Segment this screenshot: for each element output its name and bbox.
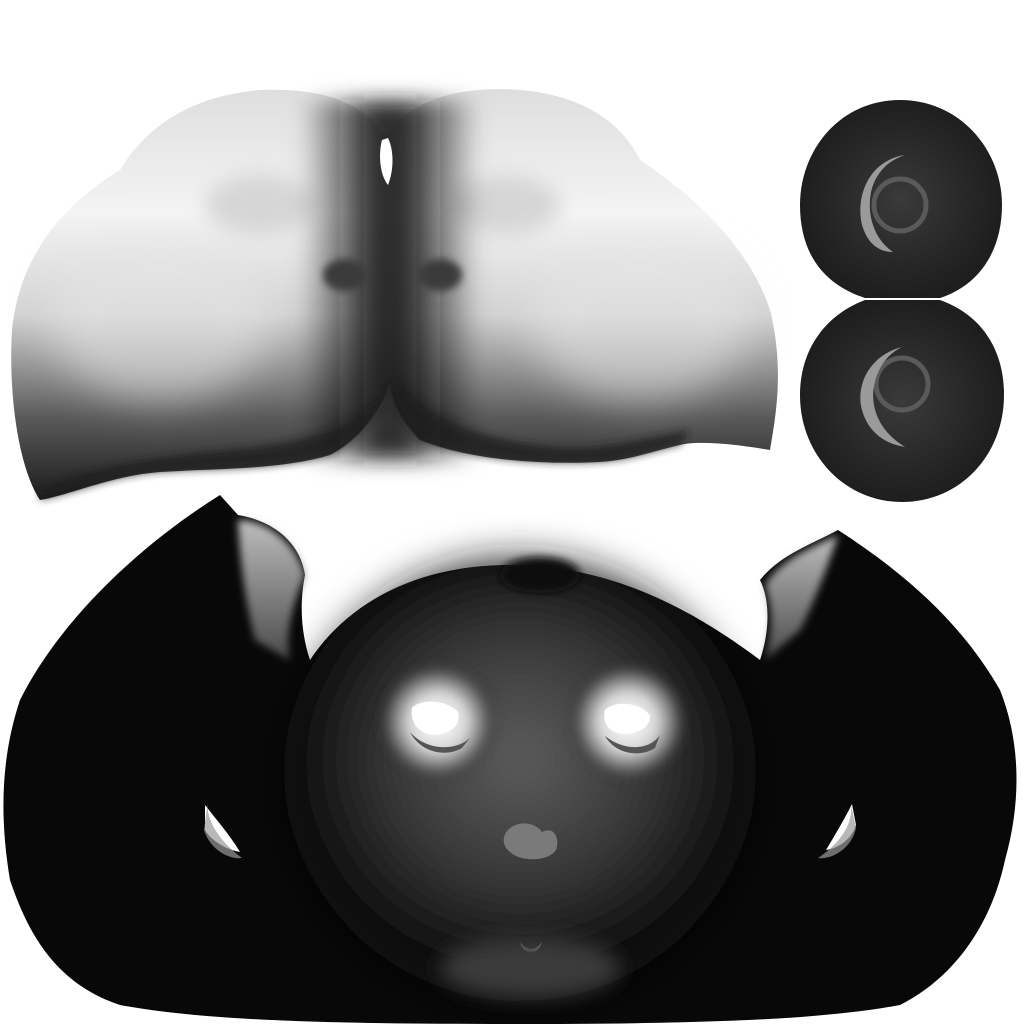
right-eye-hole bbox=[604, 703, 650, 734]
left-eye-hole bbox=[411, 701, 459, 735]
left-ear-hole-rim bbox=[204, 800, 242, 859]
left-ear-hole bbox=[205, 805, 240, 852]
upper-eyeball-island bbox=[800, 100, 1002, 298]
face-center-glow bbox=[290, 560, 750, 1000]
upper-iris-highlight bbox=[860, 155, 905, 252]
upper-iris-ring bbox=[871, 176, 929, 234]
left-dimple bbox=[323, 259, 367, 291]
right-ear-flap bbox=[765, 535, 838, 660]
nose bbox=[503, 823, 558, 860]
face-island bbox=[3, 495, 1017, 1024]
left-highlight bbox=[50, 240, 270, 400]
left-ear-flap bbox=[238, 520, 305, 660]
seam-notch bbox=[380, 138, 393, 185]
right-highlight bbox=[530, 240, 750, 400]
chin-shade bbox=[440, 938, 620, 998]
left-inner-highlight bbox=[205, 175, 315, 235]
forehead-notch bbox=[500, 557, 580, 593]
lower-eyeball-disc bbox=[800, 300, 1004, 502]
lower-eyeball-island bbox=[800, 300, 1004, 502]
right-eye-lid-shadow bbox=[605, 735, 660, 754]
right-dimple bbox=[418, 259, 462, 291]
top-head-island bbox=[11, 89, 778, 500]
upper-eyeball-disc bbox=[800, 100, 1002, 298]
right-ear-hole-rim bbox=[818, 800, 856, 859]
lower-iris-ring bbox=[873, 355, 931, 413]
left-eye-lid-shadow bbox=[410, 732, 470, 753]
lower-iris-highlight bbox=[860, 347, 905, 447]
right-ear-hole bbox=[826, 804, 856, 850]
